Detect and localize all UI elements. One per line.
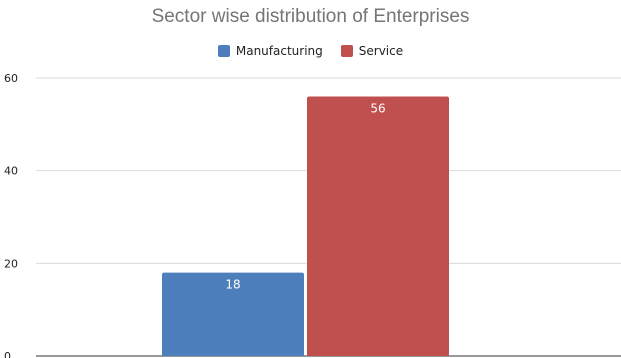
legend-item-manufacturing[interactable]: Manufacturing [217, 44, 323, 58]
legend: Manufacturing Service [0, 44, 621, 58]
legend-label-service: Service [358, 44, 404, 58]
bar-manufacturing [162, 272, 304, 356]
chart-title: Sector wise distribution of Enterprises [151, 6, 470, 27]
legend-swatch-manufacturing [217, 45, 230, 57]
legend-label-manufacturing: Manufacturing [235, 44, 323, 58]
y-tick-label-0: 0 [4, 350, 11, 358]
y-tick-label-60: 60 [4, 72, 18, 85]
legend-swatch-service [340, 45, 353, 57]
legend-item-service[interactable]: Service [340, 44, 404, 58]
y-tick-label-40: 40 [4, 165, 18, 178]
y-tick-label-20: 20 [4, 257, 18, 270]
data-label-service: 56 [370, 102, 385, 116]
bar-service [307, 96, 449, 357]
data-label-manufacturing: 18 [225, 278, 240, 292]
